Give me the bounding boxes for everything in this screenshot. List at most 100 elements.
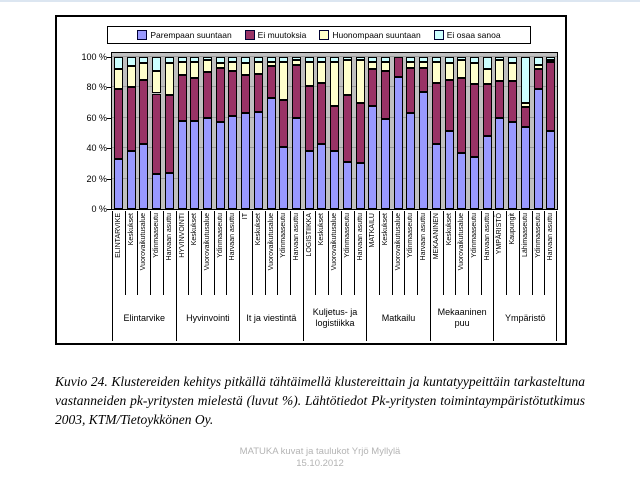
x-category-label: Vuorovaikutusalue <box>204 213 211 271</box>
bar-segment-3 <box>126 57 136 67</box>
bar-segment-0 <box>317 143 327 209</box>
bar-vuorovaikutusalue <box>457 53 467 209</box>
slide-footer: MATUKA kuvat ja taulukot Yrjö Myllylä 15… <box>0 446 640 470</box>
bar-segment-2 <box>317 61 327 83</box>
bar-segment-3 <box>317 57 327 62</box>
x-category-label: IT <box>242 213 250 220</box>
x-category-cell: Keskukset <box>188 211 201 295</box>
bar-segment-0 <box>190 120 200 209</box>
group-cell: Matkailu <box>366 295 430 341</box>
slide-accent-line <box>0 0 640 2</box>
bar-segment-1 <box>533 69 543 89</box>
bar-harvaan-asuttu <box>546 53 556 209</box>
legend-swatch-icon <box>244 30 255 40</box>
bar-ydinmaaseutu <box>406 53 416 209</box>
bar-segment-1 <box>342 95 352 162</box>
bar-segment-1 <box>457 78 467 153</box>
bar-segment-0 <box>546 131 556 209</box>
x-category-label: Harvaan asuttu <box>229 213 237 261</box>
x-category-label: Keskukset <box>445 213 453 246</box>
bar-segment-3 <box>279 57 289 62</box>
bar-segment-1 <box>190 78 200 121</box>
bar-vuorovaikutusalue <box>139 53 149 209</box>
x-category-label: Harvaan asuttu <box>483 213 491 261</box>
bar-segment-2 <box>253 61 263 74</box>
x-category-label: Harvaan asuttu <box>356 213 364 261</box>
bar-elintarvike <box>114 53 123 209</box>
bar-segment-2 <box>203 60 212 73</box>
group-cell: Kuljetus- ja logistiikka <box>302 295 367 341</box>
x-category-label: Ydinmaaseutu <box>407 213 415 258</box>
bar-segment-3 <box>457 57 467 61</box>
legend-item-3: Ei osaa sanoa <box>433 30 501 40</box>
bar-segment-2 <box>546 59 556 62</box>
bar-segment-1 <box>508 81 518 123</box>
x-category-label: Ydinmaaseutu <box>216 213 224 258</box>
bar-segment-2 <box>279 61 289 100</box>
x-category-cell: Ydinmaaseutu <box>404 211 417 295</box>
bar-segment-3 <box>406 57 416 62</box>
bar-ydinmaaseutu <box>470 53 479 209</box>
bar-segment-1 <box>114 88 123 159</box>
gridline-100 <box>112 56 557 57</box>
y-axis-tick <box>107 148 112 150</box>
bar-segment-0 <box>177 120 187 209</box>
bar-harvaan-asuttu <box>292 53 301 209</box>
x-category-label: Ydinmaaseutu <box>280 213 288 258</box>
figure-caption: Kuvio 24. Klustereiden kehitys pitkällä … <box>55 374 585 427</box>
y-axis-tick <box>107 209 112 210</box>
bar-ydinmaaseutu <box>342 53 352 209</box>
group-cell: It ja viestintä <box>239 295 303 341</box>
bar-harvaan-asuttu <box>164 53 174 209</box>
bar-logistiikka <box>304 53 314 209</box>
bar-segment-1 <box>317 82 327 144</box>
bar-segment-3 <box>164 57 174 64</box>
bar-matkailu <box>368 53 378 209</box>
bar-segment-3 <box>368 57 378 62</box>
bar-segment-2 <box>355 60 365 103</box>
x-category-label: ELINTARVIKE <box>115 213 122 258</box>
bar-segment-1 <box>444 79 454 132</box>
x-category-cell: Harvaan asuttu <box>226 211 239 295</box>
bar-harvaan-asuttu <box>482 53 492 209</box>
bar-segment-0 <box>470 157 479 209</box>
bar-segment-3 <box>381 57 390 62</box>
bar-segment-0 <box>381 119 390 209</box>
bar-segment-3 <box>444 57 454 64</box>
x-category-label: Vuorovaikutusalue <box>140 213 148 271</box>
y-axis-label-20: 20 % <box>86 173 107 184</box>
bar-segment-3 <box>520 57 530 103</box>
x-category-label: Keskukset <box>382 213 389 246</box>
x-category-cell: YMPÄRISTÖ <box>493 211 506 295</box>
bar-segment-0 <box>406 113 416 209</box>
bar-segment-1 <box>419 67 429 92</box>
x-category-cell: MEKAANINEN <box>429 211 443 295</box>
bar-l-himaaseutu <box>520 53 530 209</box>
bar-segment-2 <box>444 63 454 80</box>
x-category-cell: Harvaan asuttu <box>353 211 367 295</box>
footer-credit: MATUKA kuvat ja taulukot Yrjö Myllylä <box>239 446 401 457</box>
bar-segment-0 <box>266 98 276 209</box>
x-category-label: Vuorovaikutusalue <box>267 213 275 271</box>
bar-harvaan-asuttu <box>228 53 238 209</box>
bar-harvaan-asuttu <box>355 53 365 209</box>
bar-segment-1 <box>381 70 390 120</box>
bar-segment-3 <box>342 57 352 61</box>
bar-segment-0 <box>355 163 365 209</box>
bar-keskukset <box>381 53 390 209</box>
bar-segment-3 <box>508 57 518 64</box>
x-category-label: YMPÄRISTÖ <box>496 213 504 255</box>
bar-keskukset <box>126 53 136 209</box>
bar-segment-2 <box>431 61 441 83</box>
bar-segment-2 <box>470 63 479 85</box>
bar-segment-3 <box>253 57 263 62</box>
x-category-cell: Vuorovaikutusalue <box>391 211 405 295</box>
bar-segment-2 <box>164 63 174 95</box>
x-category-label: MATKAILU <box>369 213 377 248</box>
bar-segment-1 <box>292 64 301 118</box>
bar-segment-3 <box>114 57 123 70</box>
bar-hyvinvointi <box>177 53 187 209</box>
legend-label: Parempaan suuntaan <box>150 30 232 40</box>
x-category-cell: Kaupungit <box>506 211 519 295</box>
bar-segment-2 <box>177 61 187 76</box>
